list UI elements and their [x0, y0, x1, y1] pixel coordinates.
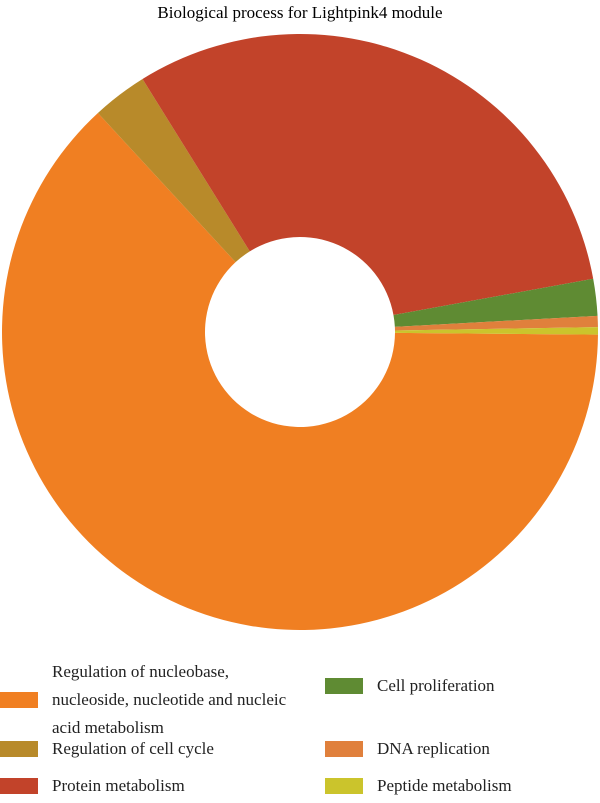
legend-item: Peptide metabolism — [325, 772, 600, 800]
legend-label: DNA replication — [377, 739, 490, 758]
legend-label: Regulation of cell cycle — [52, 739, 214, 758]
donut-slice — [393, 278, 598, 327]
legend-label: Regulation of nucleobase, nucleoside, nu… — [52, 662, 287, 737]
legend-item: Regulation of nucleobase, nucleoside, nu… — [0, 658, 307, 742]
donut-slice — [142, 33, 594, 316]
chart-title: Biological process for Lightpink4 module — [157, 3, 442, 22]
chart: Biological process for Lightpink4 module — [1, 3, 598, 630]
donut-slice — [394, 327, 598, 335]
legend-swatch — [0, 778, 38, 794]
donut-slice — [1, 112, 598, 630]
legend-label: Peptide metabolism — [377, 776, 512, 795]
legend-item: Regulation of cell cycle — [0, 735, 307, 763]
legend-swatch — [0, 741, 38, 757]
donut-slice — [394, 315, 598, 331]
legend-swatch — [325, 741, 363, 757]
legend-label: Cell proliferation — [377, 676, 495, 695]
legend-item: DNA replication — [325, 735, 600, 763]
legend-swatch — [0, 692, 38, 708]
legend-label: Protein metabolism — [52, 776, 185, 795]
legend-swatch — [325, 778, 363, 794]
legend-swatch — [325, 678, 363, 694]
donut-slice — [97, 79, 250, 263]
legend-item: Protein metabolism — [0, 772, 307, 800]
legend-item: Cell proliferation — [325, 672, 600, 700]
